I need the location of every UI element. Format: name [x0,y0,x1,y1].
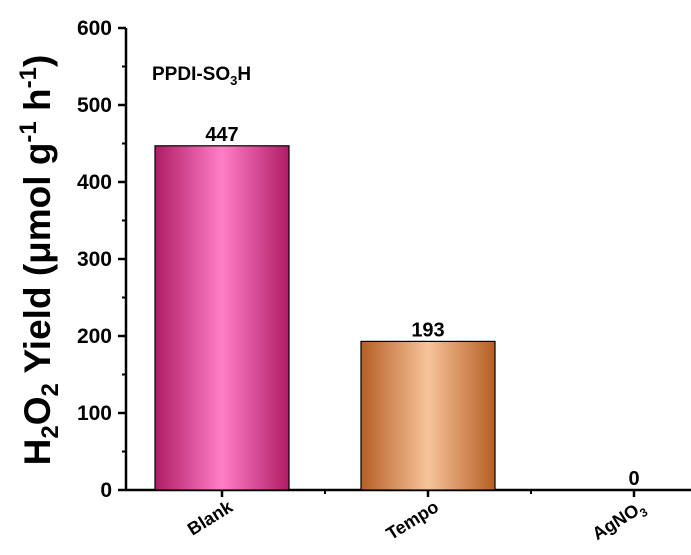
x-tick-label-main: Tempo [383,496,443,544]
y-tick-label: 100 [77,402,112,425]
y-tick-label: 400 [77,171,112,194]
y-tick-label: 300 [77,248,112,271]
y-title-sp: h [17,88,58,121]
y-tick-label: 200 [77,325,112,348]
annotation-tail: H [237,64,251,85]
y-title-sub2: 2 [37,383,64,396]
data-label: 447 [205,124,238,146]
y-tick-label: 0 [100,479,112,502]
x-tick-label-agno3: AgNO3 [589,496,651,547]
y-title-end: ) [17,55,58,67]
x-tick-label-main: Blank [184,496,237,539]
y-tick-label: 500 [77,94,112,117]
x-tick-label-main: AgNO [589,500,643,544]
data-label: 193 [411,319,444,341]
y-title-sup1: -1 [15,121,42,142]
y-title-sub1: 2 [37,425,64,438]
annotation-main: PPDI-SO [152,64,230,85]
annotation-sub: 3 [230,73,237,88]
bar-blank [154,145,290,491]
data-label: 0 [628,468,639,490]
bar-tempo [360,340,496,491]
y-title-o: O [17,396,58,425]
y-title-h: H [17,439,58,466]
x-tick-label-blank: Blank [184,496,237,539]
y-tick-label: 600 [77,17,112,40]
sample-annotation: PPDI-SO3H [152,64,251,88]
y-title-sup2: -1 [15,67,42,88]
y-title-mid: Yield (μmol g [17,143,58,384]
x-tick-label-tempo: Tempo [383,496,443,544]
y-axis-title: H2O2 Yield (μmol g-1 h-1) [15,55,64,466]
